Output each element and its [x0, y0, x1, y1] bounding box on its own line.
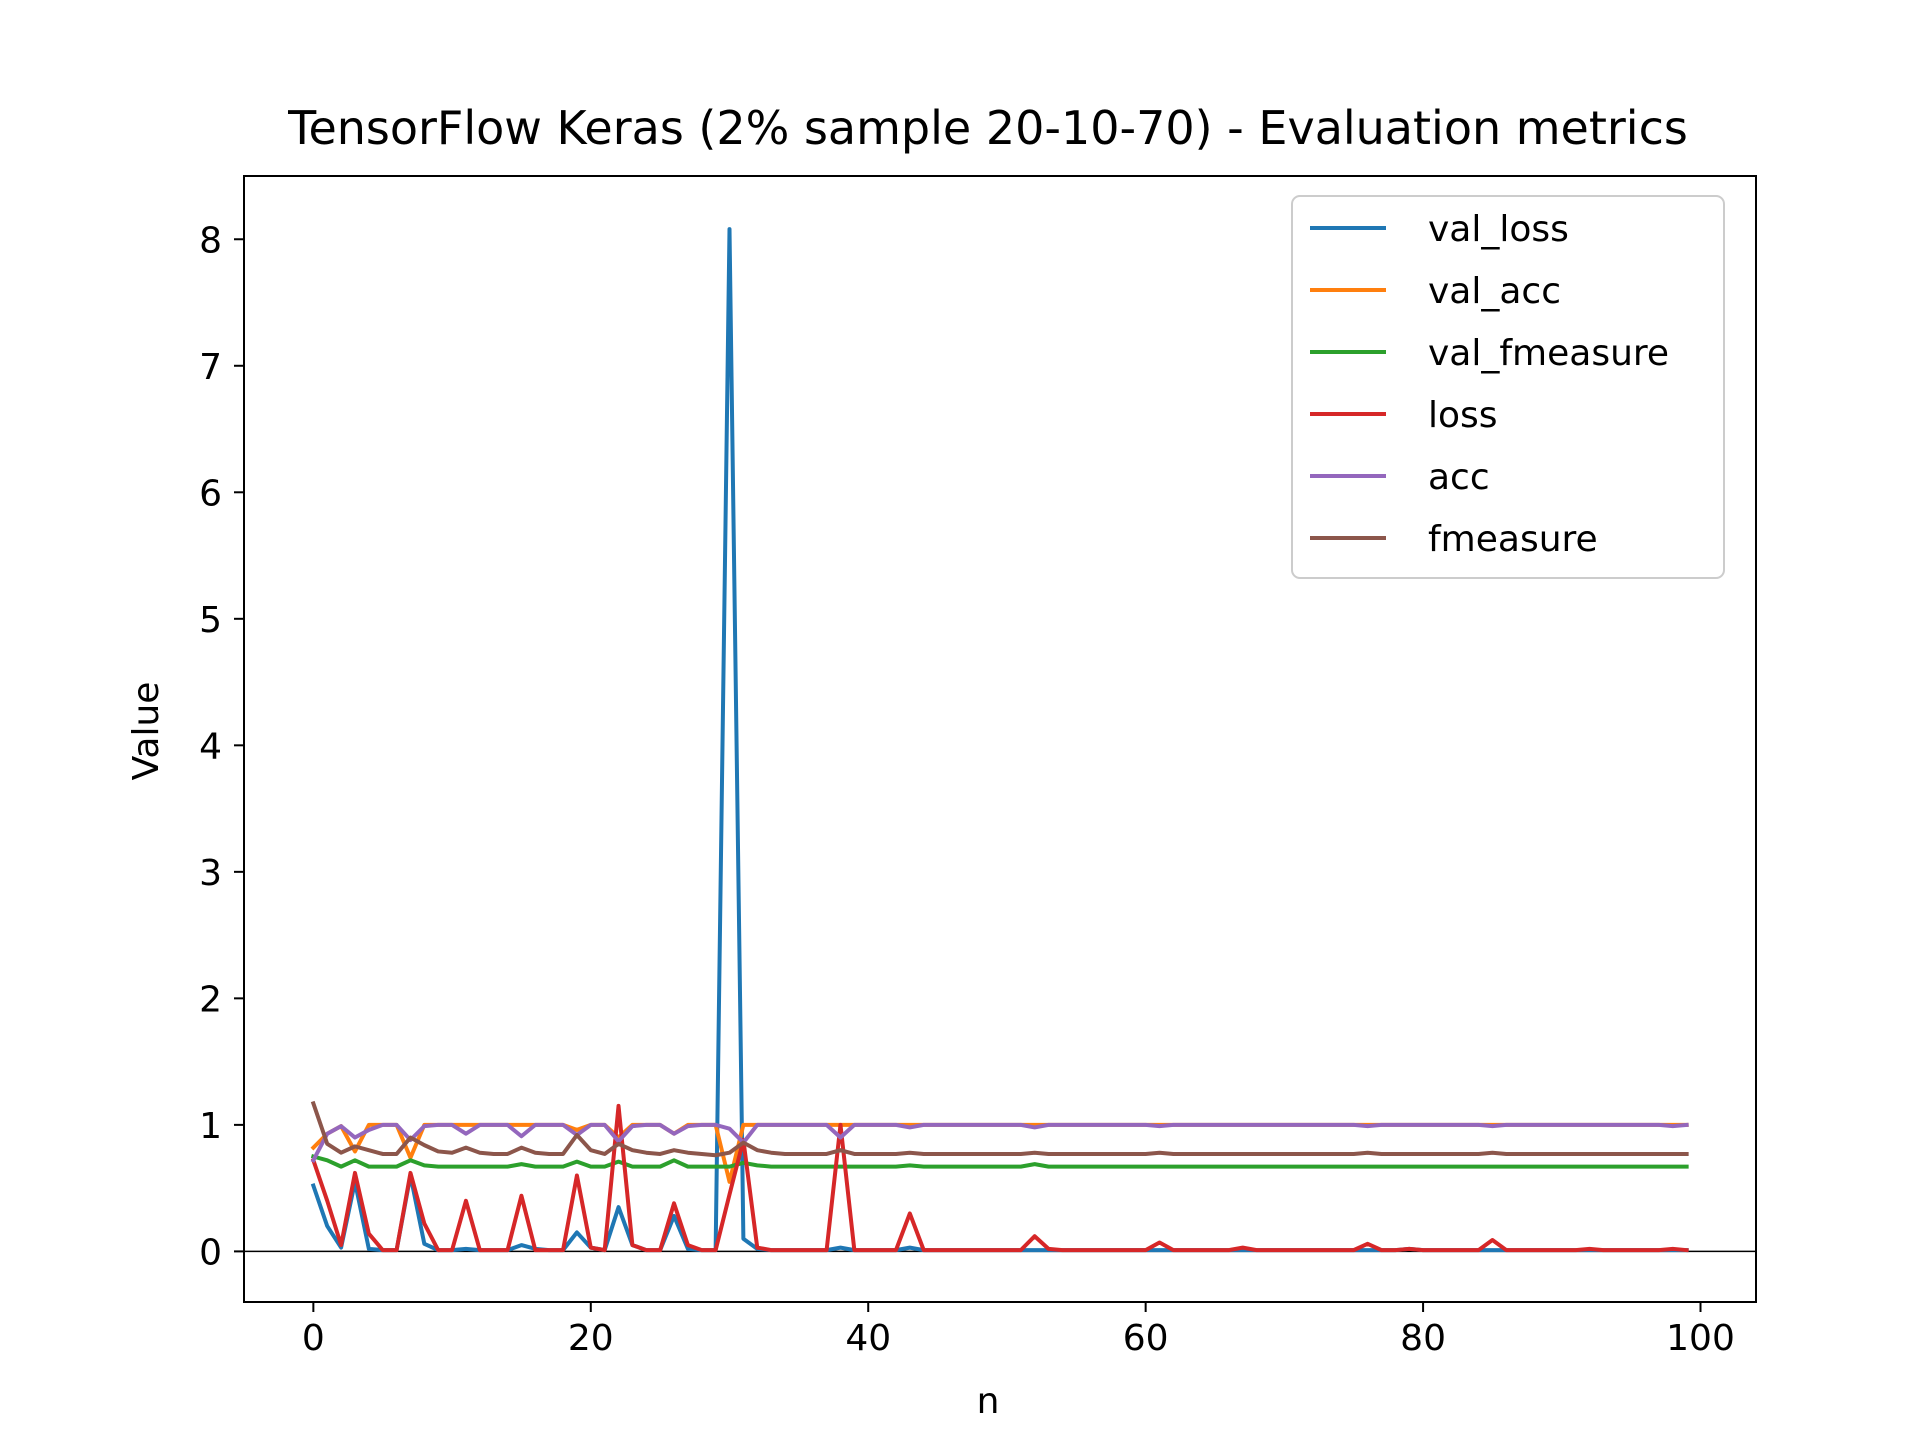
- chart-title: TensorFlow Keras (2% sample 20-10-70) - …: [287, 101, 1688, 155]
- series-line-acc: [310, 1122, 1689, 1163]
- x-tick-label: 0: [302, 1318, 325, 1359]
- y-tick-label: 8: [199, 220, 222, 261]
- x-tick-label: 80: [1400, 1318, 1446, 1359]
- y-tick-label: 5: [199, 600, 222, 641]
- legend-label-acc: acc: [1428, 457, 1490, 498]
- y-axis-label: Value: [126, 682, 167, 781]
- y-tick-label: 6: [199, 473, 222, 514]
- x-tick-label: 40: [845, 1318, 891, 1359]
- x-tick-label: 20: [568, 1318, 614, 1359]
- y-tick-label: 7: [199, 347, 222, 388]
- y-tick-label: 4: [199, 726, 222, 767]
- legend-label-loss: loss: [1428, 395, 1498, 436]
- axes-frame: [243, 175, 1757, 1303]
- y-tick-label: 3: [199, 853, 222, 894]
- y-tick-label: 1: [199, 1106, 222, 1147]
- x-tick-label: 60: [1123, 1318, 1169, 1359]
- legend-box: [1291, 195, 1725, 579]
- series-line-val-fmeasure: [310, 1154, 1689, 1169]
- legend-label-val-loss: val_loss: [1428, 209, 1569, 250]
- legend-label-val-acc: val_acc: [1428, 271, 1561, 312]
- series-line-loss: [310, 1103, 1689, 1253]
- plot-area: 0 20 40 60 80 100 0 1 2 3 4 5 6 7 8: [199, 175, 1757, 1359]
- series-line-fmeasure: [310, 1100, 1689, 1158]
- x-tick-label: 100: [1666, 1318, 1735, 1359]
- legend-label-val-fmeasure: val_fmeasure: [1428, 333, 1669, 374]
- legend-label-fmeasure: fmeasure: [1428, 519, 1598, 560]
- x-axis-label: n: [977, 1381, 1000, 1422]
- y-tick-label: 2: [199, 979, 222, 1020]
- series-group: [310, 227, 1689, 1253]
- y-tick-label: 0: [199, 1232, 222, 1273]
